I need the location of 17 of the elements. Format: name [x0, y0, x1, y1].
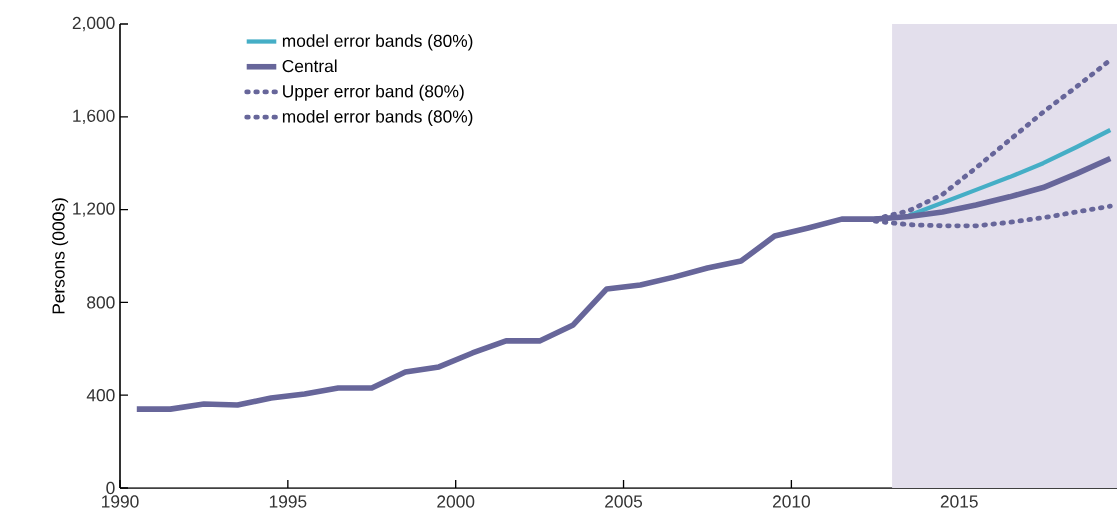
y-axis-title: Persons (000s) — [51, 198, 69, 314]
legend-label: Central — [282, 59, 337, 73]
y-tick-label: 1,200 — [73, 202, 115, 217]
x-tick-label: 2010 — [772, 495, 810, 508]
legend-label: model error bands (80%) — [282, 34, 473, 51]
y-tick-label: 2,000 — [72, 16, 115, 32]
legend-label: Upper error band (80%) — [283, 84, 464, 101]
x-tick-label: 2015 — [940, 495, 978, 508]
y-tick-label: 400 — [86, 389, 115, 402]
x-tick-label: 2000 — [437, 495, 475, 508]
y-tick-label: 0 — [106, 481, 115, 495]
y-tick-label: 1,600 — [73, 109, 115, 124]
x-tick-label: 1995 — [269, 495, 307, 508]
x-tick-label: 1990 — [102, 495, 139, 508]
x-tick-label: 2005 — [605, 495, 643, 508]
y-tick-label: 800 — [87, 296, 115, 309]
legend-label: model error bands (80%) — [282, 109, 473, 127]
